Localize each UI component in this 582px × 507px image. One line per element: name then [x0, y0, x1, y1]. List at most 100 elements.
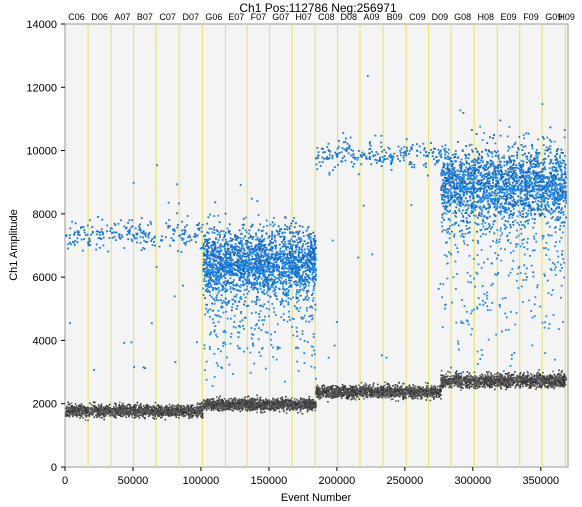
droplet-negative — [72, 409, 75, 412]
droplet-negative — [519, 372, 522, 374]
droplet-negative — [383, 395, 385, 398]
droplet-negative — [325, 396, 327, 398]
droplet-negative — [248, 406, 251, 409]
droplet-negative — [99, 409, 102, 411]
droplet-negative — [352, 390, 355, 393]
droplet-negative — [224, 400, 227, 403]
droplet-negative — [184, 410, 186, 412]
droplet-negative — [131, 409, 133, 412]
droplet-negative — [210, 409, 213, 411]
well-label: G07 — [272, 12, 289, 22]
droplet-negative — [115, 407, 118, 410]
droplet-negative — [119, 408, 122, 410]
droplet-negative — [73, 410, 76, 412]
droplet-negative — [414, 390, 417, 392]
droplet-negative — [209, 399, 211, 402]
droplet-negative — [349, 388, 352, 390]
droplet-negative — [105, 411, 107, 413]
droplet-negative — [261, 399, 263, 402]
droplet-negative — [182, 414, 185, 417]
droplet-negative — [69, 413, 72, 416]
droplet-negative — [266, 404, 269, 406]
droplet-negative — [412, 391, 414, 394]
droplet-negative — [366, 391, 369, 394]
droplet-negative — [360, 393, 363, 395]
droplet-negative — [197, 412, 200, 414]
well-label: E09 — [501, 12, 517, 22]
droplet-negative — [197, 407, 200, 409]
droplet-negative — [295, 406, 297, 408]
droplet-negative — [433, 398, 435, 400]
droplet-negative — [406, 390, 409, 392]
droplet-negative — [268, 404, 271, 406]
droplet-negative — [70, 412, 73, 415]
droplet-negative — [102, 410, 105, 412]
droplet-negative — [311, 404, 314, 407]
droplet-negative — [212, 407, 214, 409]
droplet-negative — [522, 375, 525, 378]
droplet-negative — [283, 406, 286, 408]
droplet-negative — [352, 393, 355, 395]
droplet-negative — [129, 407, 132, 409]
droplet-negative — [188, 415, 190, 418]
droplet-negative — [98, 413, 100, 415]
droplet-negative — [260, 403, 262, 406]
droplet-negative — [197, 402, 199, 404]
droplet-negative — [169, 411, 172, 413]
droplet-negative — [172, 409, 175, 412]
droplet-negative — [553, 387, 555, 390]
droplet-negative — [232, 402, 234, 405]
droplet-negative — [398, 392, 401, 395]
droplet-negative — [246, 399, 249, 402]
droplet-negative — [136, 404, 138, 406]
droplet-negative — [439, 384, 441, 387]
droplet-negative — [179, 405, 181, 407]
droplet-negative — [307, 403, 309, 406]
droplet-negative — [175, 407, 178, 409]
droplet-negative — [306, 407, 308, 409]
droplet-negative — [294, 400, 296, 402]
droplet-negative — [515, 377, 517, 379]
droplet-negative — [507, 373, 509, 376]
droplet-negative — [422, 390, 424, 393]
droplet-negative — [228, 402, 231, 404]
droplet-negative — [436, 385, 439, 388]
droplet-negative — [359, 393, 361, 395]
droplet-negative — [417, 397, 419, 400]
droplet-negative — [400, 389, 403, 391]
droplet-negative — [416, 392, 419, 394]
droplet-negative — [202, 404, 205, 406]
droplet-negative — [343, 391, 345, 393]
droplet-negative — [137, 411, 139, 413]
droplet-negative — [256, 406, 259, 409]
droplet-negative — [387, 392, 390, 395]
droplet-negative — [219, 404, 221, 406]
droplet-negative — [116, 410, 119, 412]
droplet-negative — [215, 400, 217, 403]
droplet-negative — [292, 408, 294, 411]
droplet-negative — [242, 400, 244, 402]
droplet-negative — [275, 406, 278, 409]
droplet-negative — [173, 413, 176, 415]
droplet-negative — [390, 394, 392, 396]
droplet-negative — [175, 414, 177, 417]
well-label: E07 — [228, 12, 244, 22]
droplet-negative — [218, 399, 221, 401]
droplet-negative — [298, 406, 301, 409]
droplet-negative — [279, 400, 282, 403]
droplet-negative — [502, 383, 505, 385]
droplet-negative — [315, 386, 318, 388]
droplet-negative — [220, 406, 223, 408]
droplet-negative — [367, 385, 370, 387]
droplet-negative — [71, 413, 74, 416]
droplet-negative — [283, 401, 285, 403]
droplet-negative — [426, 395, 429, 397]
droplet-negative — [275, 398, 277, 401]
droplet-negative — [96, 416, 98, 419]
droplet-negative — [200, 406, 202, 409]
droplet-negative — [380, 393, 383, 395]
droplet-negative — [386, 393, 389, 395]
droplet-negative — [296, 405, 299, 407]
droplet-negative — [201, 413, 203, 415]
droplet-negative — [313, 402, 315, 404]
